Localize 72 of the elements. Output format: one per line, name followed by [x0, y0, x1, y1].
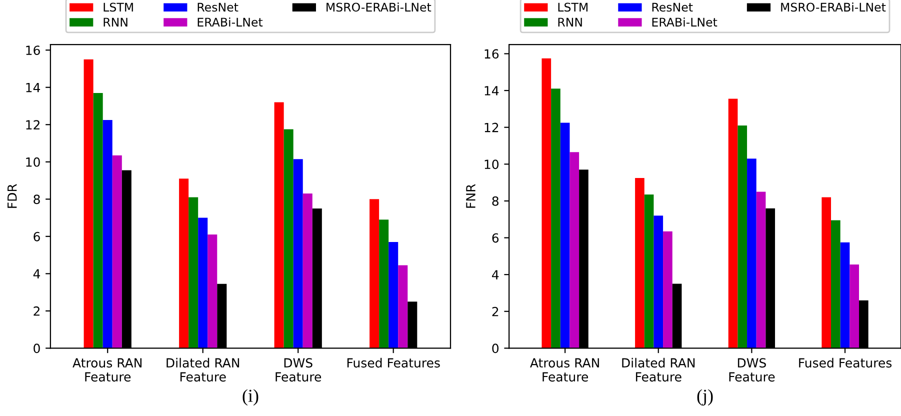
bar [551, 88, 560, 348]
bar [663, 231, 672, 348]
bar [102, 120, 112, 348]
bar [747, 158, 756, 348]
y-tick-label: 6 [34, 232, 40, 242]
x-tick-label: DWS Feature [276, 358, 322, 382]
legend-label: MSRO-ERABi-LNet [781, 2, 886, 12]
y-tick-label: 16 [26, 46, 40, 56]
bar [293, 159, 303, 348]
bar [379, 220, 389, 348]
y-tick-label: 12 [26, 120, 40, 130]
x-tick-label: Atrous RAN Feature [530, 358, 599, 382]
bar [560, 122, 570, 348]
bar [198, 218, 208, 348]
bar [84, 59, 94, 348]
legend-label: ResNet [198, 2, 238, 12]
legend-label: ResNet [652, 2, 693, 12]
x-tick-label: Dilated RAN Feature [622, 358, 695, 382]
y-tick-label: 2 [34, 306, 40, 316]
legend-label: ERABi-LNet [198, 17, 263, 27]
legend-label: MSRO-ERABi-LNet [326, 2, 432, 12]
bar [93, 92, 103, 348]
bar [822, 197, 832, 348]
bar [284, 129, 294, 348]
y-tick-label: 8 [492, 196, 498, 206]
y-axis-title: FDR [8, 184, 17, 208]
bar [850, 264, 860, 348]
y-tick-label: 0 [34, 344, 40, 354]
bar [644, 194, 654, 348]
text: (i) [242, 389, 258, 406]
y-tick-label: 4 [33, 269, 40, 278]
y-tick-label: 14 [484, 86, 499, 96]
bar [831, 220, 840, 348]
y-tick-label: 6 [492, 233, 499, 243]
bar [840, 242, 850, 348]
y-tick-label: 4 [492, 270, 499, 280]
bar [370, 199, 380, 348]
y-axis-title: FNR [466, 184, 476, 208]
y-tick-label: 14 [26, 83, 40, 92]
y-tick-label: 16 [484, 49, 499, 59]
legend-label: LSTM [104, 2, 133, 12]
y-tick-label: 12 [484, 122, 498, 132]
y-tick-label: 8 [34, 194, 40, 204]
y-tick-label: 0 [492, 344, 499, 354]
y-tick-label: 2 [492, 306, 498, 316]
text: (j) [697, 389, 713, 406]
bar [112, 155, 122, 348]
bar [179, 178, 189, 348]
x-tick-label: DWS Feature [729, 358, 775, 382]
x-tick-label: Dilated RAN Feature [166, 358, 240, 382]
bar [756, 192, 766, 348]
bar [738, 125, 748, 348]
x-tick-label: Fused Features [799, 358, 892, 368]
bar [302, 194, 312, 348]
bar [274, 102, 284, 348]
bar [388, 242, 398, 348]
legend-label: RNN [558, 18, 582, 26]
bar [570, 152, 580, 348]
x-tick-label: Atrous RAN Feature [72, 358, 142, 382]
legend-label: LSTM [558, 2, 588, 12]
bar [635, 178, 644, 348]
bar [654, 216, 664, 348]
y-tick-label: 10 [484, 160, 499, 170]
bar [208, 234, 218, 348]
bar [728, 98, 738, 348]
legend-label: ERABi-LNet [652, 17, 718, 27]
bar [188, 197, 198, 348]
bar [542, 58, 552, 348]
legend-label: RNN [104, 18, 128, 26]
x-tick-label: Fused Features [347, 358, 440, 368]
bar [398, 265, 408, 348]
y-tick-label: 10 [26, 157, 40, 167]
